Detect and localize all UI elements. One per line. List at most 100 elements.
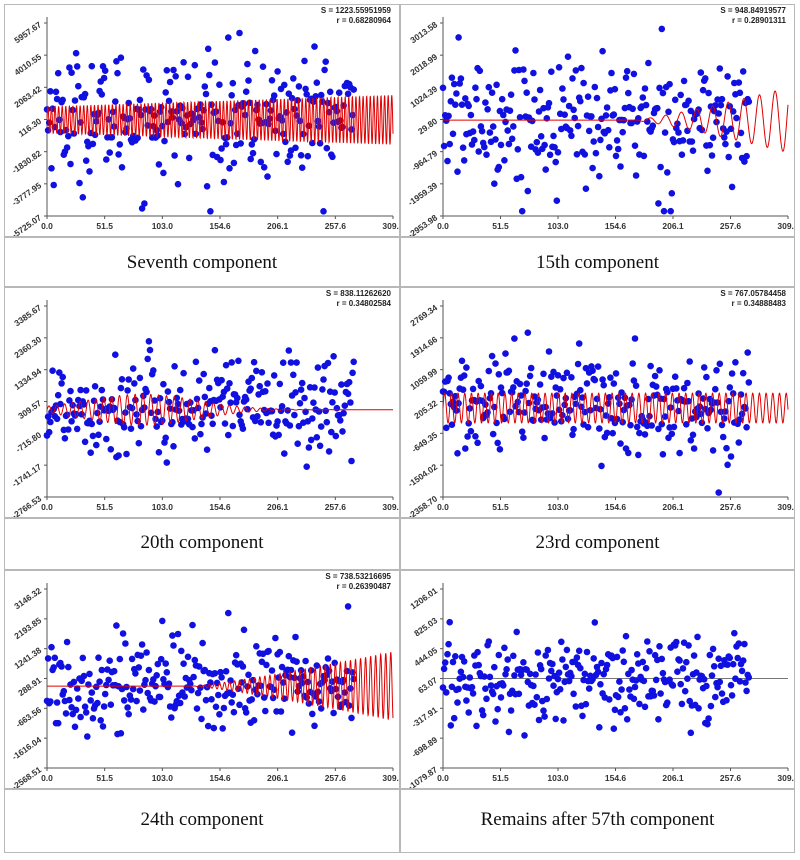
data-point <box>497 141 505 149</box>
data-point <box>505 140 513 148</box>
data-point <box>514 146 522 153</box>
data-point <box>278 663 286 671</box>
data-point <box>680 384 688 392</box>
data-point <box>631 335 639 342</box>
data-point <box>150 367 157 374</box>
data-point <box>707 702 715 710</box>
data-point <box>687 107 695 115</box>
data-point <box>241 111 249 119</box>
data-point <box>317 423 325 430</box>
x-tick-label: 51.5 <box>96 221 113 231</box>
data-point <box>265 647 272 655</box>
data-point <box>204 45 212 53</box>
data-point <box>715 489 722 496</box>
data-point <box>723 697 730 704</box>
caption-20th-component: 20th component <box>140 532 264 553</box>
data-point <box>85 681 92 688</box>
data-point <box>550 368 557 376</box>
data-point <box>286 152 294 159</box>
component-grid: S = 1223.55951959 r = 0.68280964 5957.67 40… <box>4 4 795 856</box>
data-point <box>632 677 640 684</box>
data-point <box>135 439 143 447</box>
data-point <box>462 445 469 452</box>
data-point <box>454 168 461 175</box>
data-point <box>495 371 503 378</box>
data-point <box>667 207 674 215</box>
data-point <box>463 697 470 704</box>
data-point <box>106 149 113 156</box>
data-point <box>330 709 337 717</box>
data-point <box>195 663 203 670</box>
data-point <box>710 663 718 670</box>
data-point <box>339 428 346 435</box>
data-point <box>254 413 261 420</box>
data-point <box>310 399 317 406</box>
data-point <box>522 387 529 395</box>
data-point <box>239 425 247 432</box>
x-tick-label: 309.1 <box>777 221 794 231</box>
data-point <box>518 207 526 215</box>
data-point <box>123 450 130 458</box>
data-point <box>343 667 351 675</box>
data-point <box>54 391 62 399</box>
data-point <box>211 59 219 66</box>
data-point <box>73 425 81 433</box>
data-point <box>489 123 497 130</box>
data-point <box>472 433 479 440</box>
data-point <box>133 411 140 418</box>
data-point <box>459 673 467 681</box>
data-point <box>161 137 168 145</box>
data-point <box>501 644 508 652</box>
data-point <box>619 647 626 654</box>
x-tick-label: 103.0 <box>547 221 569 231</box>
data-point <box>202 696 210 704</box>
data-point <box>281 81 288 89</box>
data-point <box>510 652 517 660</box>
x-tick-label: 103.0 <box>547 773 569 783</box>
stats-label: S = 767.05784458 <box>720 289 786 298</box>
data-point <box>563 646 571 654</box>
data-point <box>137 652 145 659</box>
data-point <box>656 367 663 374</box>
data-point <box>335 89 343 96</box>
data-point <box>642 101 650 109</box>
data-point <box>62 710 70 717</box>
data-point <box>153 672 160 679</box>
data-point <box>721 134 728 141</box>
data-point <box>129 685 137 693</box>
data-point <box>260 164 268 171</box>
data-point <box>729 660 737 668</box>
y-tick-label: 3385.67 <box>12 302 43 328</box>
data-point <box>127 696 135 703</box>
data-point <box>144 689 151 697</box>
data-point <box>222 361 230 369</box>
data-point <box>202 90 210 98</box>
data-point <box>218 376 225 384</box>
data-point <box>640 677 648 685</box>
data-point <box>258 369 266 376</box>
data-point <box>445 640 452 648</box>
data-point <box>143 388 150 396</box>
data-point <box>274 68 281 75</box>
data-point <box>552 715 559 723</box>
data-point <box>59 373 66 381</box>
data-point <box>540 370 547 378</box>
data-point <box>301 394 308 402</box>
data-point <box>646 648 653 655</box>
data-point <box>645 59 652 67</box>
data-point <box>321 66 328 74</box>
chart-cell-3: S = 838.11262620 r = 0.34802584 3385.67 236… <box>4 287 400 518</box>
data-point <box>155 161 163 168</box>
data-point <box>703 373 710 381</box>
data-point <box>535 716 543 724</box>
data-point <box>583 648 591 656</box>
data-point <box>225 431 232 439</box>
data-point <box>709 645 717 653</box>
data-point <box>276 648 284 656</box>
data-point <box>87 697 94 704</box>
data-point <box>736 89 744 97</box>
fit-line <box>46 393 393 426</box>
stats-label: S = 838.11262620 <box>326 289 392 298</box>
data-point <box>444 650 451 658</box>
data-point <box>606 696 613 703</box>
